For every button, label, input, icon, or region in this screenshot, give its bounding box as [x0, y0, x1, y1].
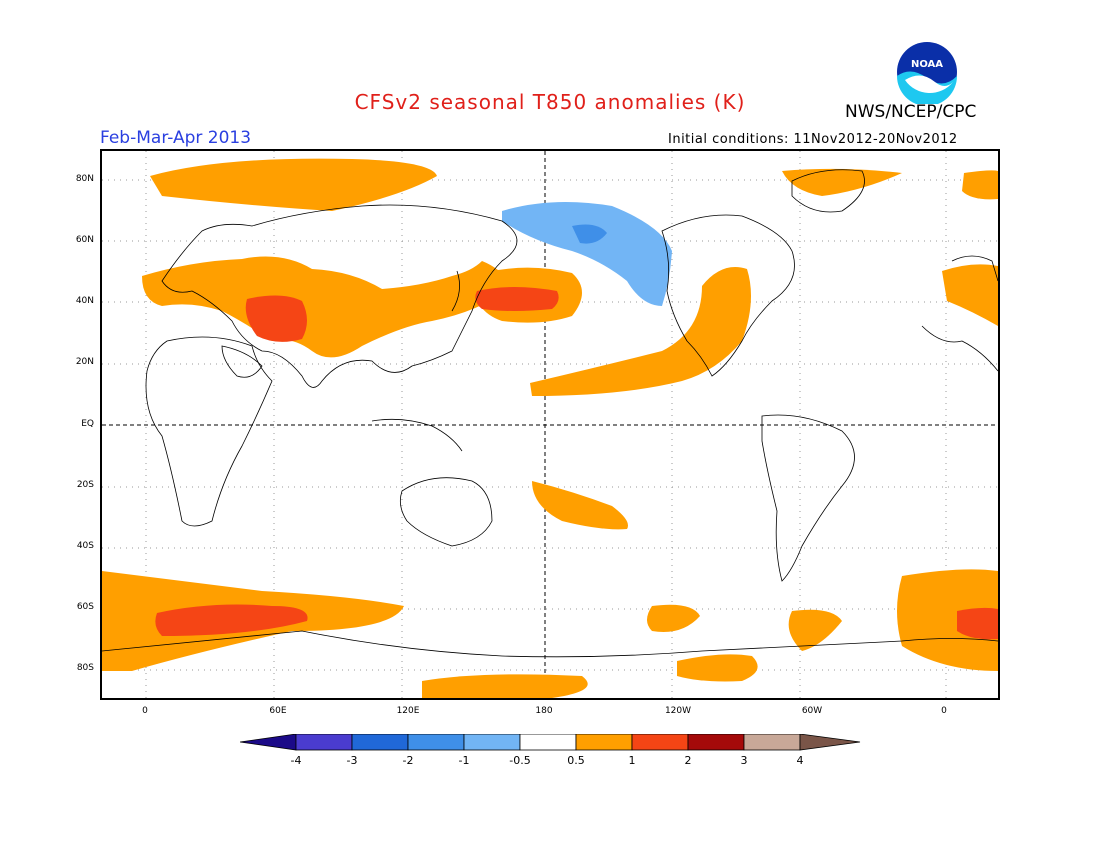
- lon-label-0-east: 0: [941, 706, 947, 716]
- colorbar-bin: [407, 734, 465, 751]
- lat-label-60n: 60N: [75, 235, 94, 245]
- colorbar-label: -4: [290, 754, 302, 767]
- colorbar-label: -3: [346, 754, 358, 767]
- colorbar-label: 1: [628, 754, 636, 767]
- colorbar-bin: [295, 734, 353, 751]
- colorbar-bin: [743, 734, 801, 751]
- coastlines: [102, 169, 998, 658]
- colorbar-label: -1: [458, 754, 470, 767]
- colorbar-label: 4: [796, 754, 804, 767]
- noaa-logo-text: NOAA: [911, 59, 943, 70]
- lon-label-120e: 120E: [396, 706, 420, 716]
- agency-label: NWS/NCEP/CPC: [845, 102, 977, 122]
- season-label: Feb-Mar-Apr 2013: [100, 128, 252, 148]
- colorbar-bin: [519, 734, 577, 751]
- lon-label-180: 180: [535, 706, 553, 716]
- colorbar-label: 3: [740, 754, 748, 767]
- noaa-logo: NOAA: [895, 40, 959, 108]
- map-title: CFSv2 seasonal T850 anomalies (K): [354, 90, 746, 114]
- colorbar-bin: [351, 734, 409, 751]
- lat-label-eq: EQ: [81, 419, 94, 429]
- colorbar-arrow-right: [799, 734, 861, 751]
- lon-label-60w: 60W: [801, 706, 823, 716]
- anomaly-map: [102, 151, 998, 698]
- colorbar-arrow-left: [240, 734, 297, 751]
- lat-label-40n: 40N: [75, 296, 94, 306]
- colorbar-bin: [631, 734, 689, 751]
- strong-warm-anomaly-regions: [155, 287, 998, 640]
- lat-label-60s: 60S: [76, 602, 94, 612]
- lat-label-20n: 20N: [75, 357, 94, 367]
- lat-label-80n: 80N: [75, 174, 94, 184]
- colorbar-bin: [575, 734, 633, 751]
- lat-label-40s: 40S: [76, 541, 94, 551]
- colorbar-bin: [687, 734, 745, 751]
- lon-label-120w: 120W: [664, 706, 692, 716]
- lat-label-80s: 80S: [76, 663, 94, 673]
- colorbar-label: 0.5: [567, 754, 585, 767]
- colorbar-label: 2: [684, 754, 692, 767]
- initial-conditions-label: Initial conditions: 11Nov2012-20Nov2012: [668, 132, 958, 147]
- cold-anomaly-region: [502, 202, 672, 306]
- lat-label-20s: 20S: [76, 480, 94, 490]
- colorbar-label: -0.5: [509, 754, 531, 767]
- colorbar-label: -2: [402, 754, 414, 767]
- warm-anomaly-regions: [102, 158, 998, 698]
- colorbar-bin: [463, 734, 521, 751]
- lon-label-0: 0: [142, 706, 148, 716]
- map-frame: [100, 149, 1000, 700]
- lon-label-60e: 60E: [269, 706, 287, 716]
- color-scale-bar: [240, 734, 861, 751]
